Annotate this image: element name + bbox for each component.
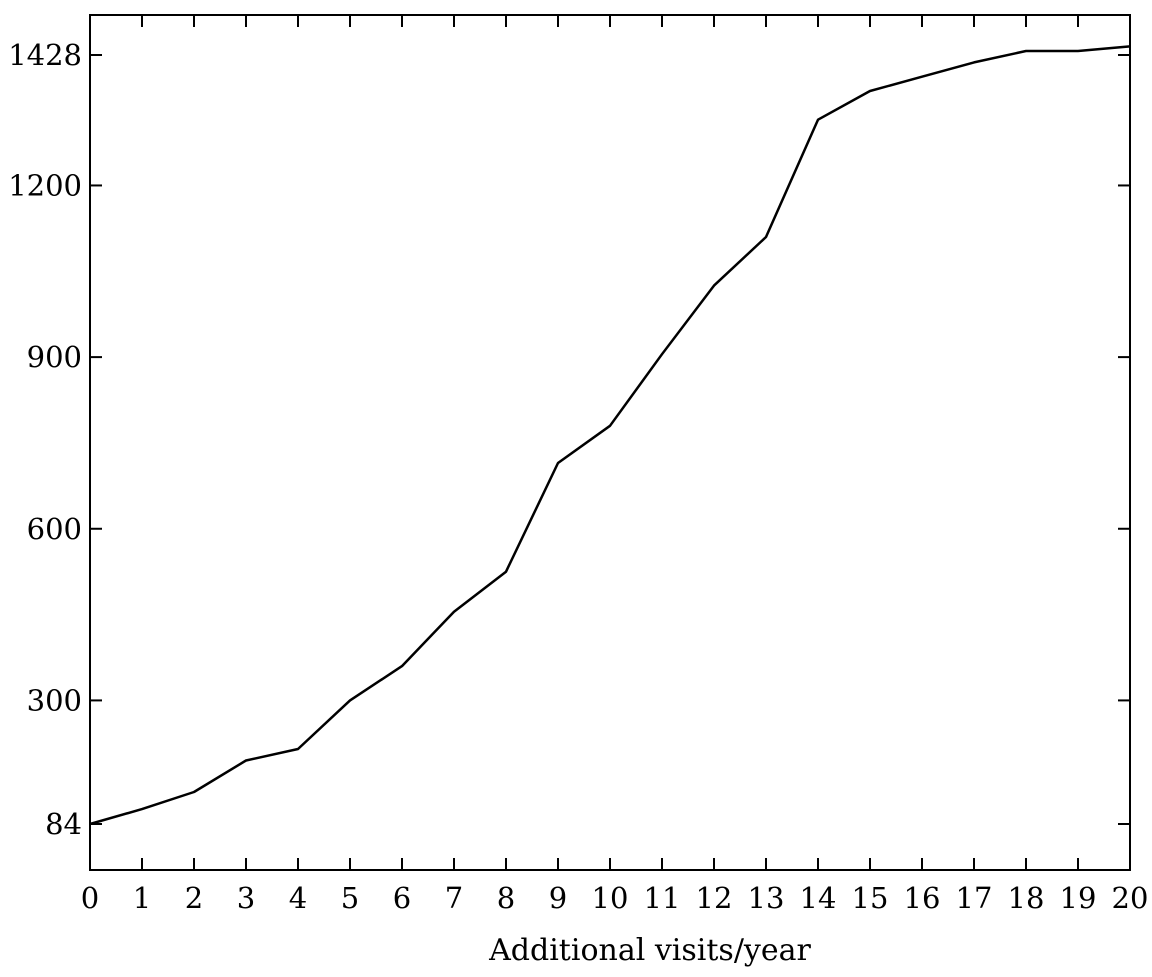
series-layer xyxy=(89,45,1131,826)
y-tick-label: 600 xyxy=(27,512,82,546)
x-tick-label: 14 xyxy=(800,881,837,915)
x-tick-label: 2 xyxy=(185,881,203,915)
y-tick-label: 1200 xyxy=(8,168,82,202)
x-tick-label: 13 xyxy=(748,881,785,915)
x-tick-label: 12 xyxy=(696,881,733,915)
y-axis-ticks: 84 300 600 900 1200 1428 xyxy=(8,38,1130,841)
x-tick-label: 15 xyxy=(852,881,889,915)
x-tick-label: 11 xyxy=(644,881,681,915)
x-tick-label: 1 xyxy=(133,881,151,915)
y-tick-label: 900 xyxy=(27,340,82,374)
x-tick-label: 7 xyxy=(445,881,463,915)
x-axis-ticks: 0 1 2 3 4 5 6 7 8 9 10 11 12 13 14 15 16 17 18 19 20 xyxy=(81,15,1149,915)
x-tick-label: 10 xyxy=(592,881,629,915)
x-tick-label: 9 xyxy=(549,881,567,915)
x-tick-label: 18 xyxy=(1008,881,1045,915)
x-tick-label: 17 xyxy=(956,881,993,915)
x-tick-label: 3 xyxy=(237,881,255,915)
x-tick-label: 0 xyxy=(81,881,99,915)
series-line-1 xyxy=(89,45,1131,826)
x-tick-label: 16 xyxy=(904,881,941,915)
y-tick-label: 300 xyxy=(27,683,82,717)
x-tick-label: 5 xyxy=(341,881,359,915)
y-tick-label: 84 xyxy=(45,807,82,841)
x-tick-label: 8 xyxy=(497,881,515,915)
plot-frame xyxy=(89,14,1131,871)
x-tick-label: 19 xyxy=(1060,881,1097,915)
x-tick-label: 20 xyxy=(1112,881,1149,915)
x-tick-label: 6 xyxy=(393,881,411,915)
x-tick-label: 4 xyxy=(289,881,307,915)
x-axis-title: Additional visits/year xyxy=(488,933,811,968)
y-tick-label: 1428 xyxy=(8,38,82,72)
